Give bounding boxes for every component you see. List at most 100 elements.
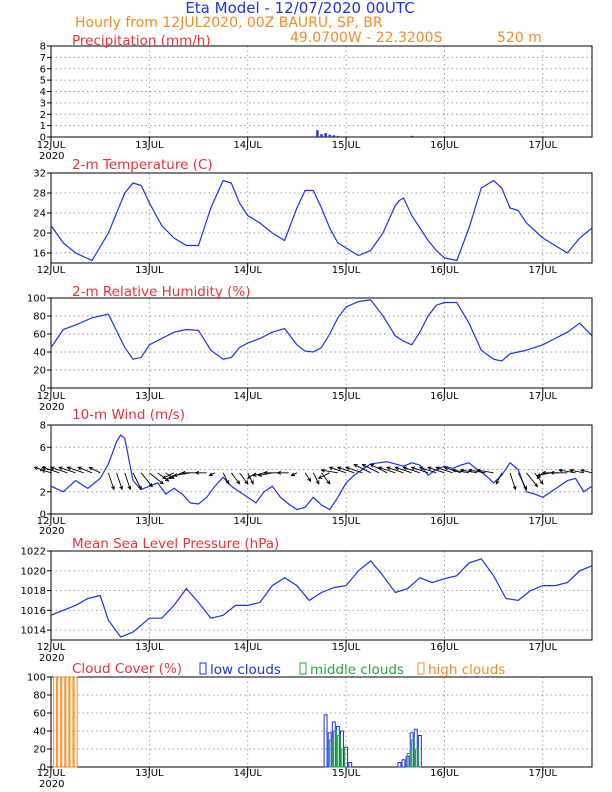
x-tick-label: 17JUL [529, 391, 558, 402]
wind-arrow [172, 472, 191, 478]
wind-arrow-head [459, 468, 465, 473]
panel-title: Mean Sea Level Pressure (hPa) [72, 536, 279, 552]
wind-arrow [427, 466, 445, 474]
precip-bar [316, 130, 319, 137]
wind-arrow [124, 472, 132, 491]
wind-arrow-shaft [42, 466, 60, 474]
plot-frame [50, 297, 593, 389]
wind-arrow-shaft [124, 472, 131, 490]
y-tick-label: 5 [40, 76, 46, 87]
x-tick-label: 14JUL [233, 265, 262, 276]
wind-arrow-shaft [378, 466, 396, 474]
x-tick-label: 14JUL [233, 516, 262, 527]
wind-arrow-shaft [468, 469, 486, 474]
wind-arrow [317, 472, 330, 479]
wind-arrow-shaft [536, 472, 544, 479]
coordinates: 49.0700W - 22.3200S [290, 30, 443, 46]
wind-arrow [345, 466, 363, 474]
x-tick-label: 15JUL [332, 768, 361, 779]
x-tick-label: 14JUL [233, 391, 262, 402]
x-tick-label: 12JUL [37, 391, 66, 402]
wind-arrow-head [41, 466, 47, 471]
wind-arrow-head [361, 464, 366, 468]
wind-arrow-head [33, 466, 39, 471]
cloud-bar-middle [406, 753, 411, 768]
wind-arrow-head [328, 466, 334, 471]
y-tick-label: 1018 [21, 586, 46, 597]
wind-arrow [467, 468, 486, 474]
wind-arrow [435, 466, 453, 474]
wind-arrow-head [410, 466, 416, 471]
wind-arrow-shaft [345, 466, 363, 474]
wind-arrow-head [88, 466, 93, 471]
y-tick-label: 0 [40, 133, 46, 144]
x-tick-label: 15JUL [332, 642, 361, 653]
wind-arrow-shaft [353, 464, 371, 474]
wind-arrow-shaft [559, 469, 576, 474]
wind-arrow-shaft [329, 466, 347, 474]
cloud-bar-low [397, 762, 402, 768]
wind-arrow [534, 472, 544, 485]
wind-arrow-shaft [395, 466, 412, 474]
wind-arrow-shaft [495, 472, 503, 485]
wind-arrow-head [386, 466, 391, 471]
wind-arrow-head [418, 466, 424, 471]
panel-title: Cloud Cover (%) [72, 661, 182, 677]
wind-arrow-head [315, 480, 320, 485]
x-tick-label: 14JUL [233, 642, 262, 653]
cloud-bar-middle [410, 739, 415, 768]
x-tick-label: 13JUL [135, 140, 164, 151]
cloud-bar-high [73, 676, 78, 768]
wind-arrow-shaft [88, 466, 101, 474]
wind-arrow-head [569, 468, 574, 473]
cloud-bar-low [348, 762, 353, 768]
wind-arrow [239, 472, 249, 485]
wind-arrow [149, 472, 164, 485]
wind-arrow-shaft [411, 466, 429, 474]
wind-arrow [328, 466, 347, 474]
wind-arrow-head [476, 468, 481, 473]
wind-arrow-head [369, 464, 375, 468]
wind-arrow-head [119, 485, 123, 491]
wind-arrow-head [512, 485, 517, 491]
y-tick-label: 7 [40, 53, 46, 64]
x-tick-label: 15JUL [332, 265, 361, 276]
model-run-title: Eta Model - 12/07/2020 00UTC [185, 0, 414, 17]
panel-pressure: 1014 1016 1018 1020 1022 12JUL 13JUL 14JUL 15JUL… [21, 536, 593, 664]
wind-arrow-head [262, 470, 268, 475]
x-tick-label: 12JUL [37, 140, 66, 151]
precip-bar [328, 134, 331, 137]
x-tick-label: 14JUL [233, 140, 262, 151]
wind-arrow [257, 472, 273, 477]
wind-arrow [222, 472, 230, 485]
wind-arrow-shaft [427, 466, 445, 474]
wind-arrow [49, 466, 68, 474]
y-tick-label: 0 [40, 384, 46, 395]
x-tick-label: 14JUL [233, 768, 262, 779]
x-tick-label: 13JUL [135, 642, 164, 653]
cloud-bar-middle [337, 735, 342, 768]
x-tick-label: 16JUL [430, 642, 459, 653]
wind-arrow [394, 466, 412, 474]
x-tick-label: 12JUL [37, 265, 66, 276]
wind-arrow-shaft [403, 466, 421, 474]
wind-arrow-head [307, 477, 312, 482]
wind-arrow-shaft [534, 472, 544, 485]
y-tick-label: 20 [33, 229, 46, 240]
wind-arrow-head [208, 472, 213, 477]
wind-arrow-shaft [337, 466, 355, 474]
y-tick-label: 0 [40, 510, 46, 521]
wind-arrow-head [534, 483, 539, 488]
wind-arrow-shaft [239, 472, 249, 485]
x-year-label: 2020 [39, 526, 64, 537]
wind-arrow-shaft [318, 472, 330, 479]
wind-arrow [88, 466, 101, 474]
wind-arrow [495, 472, 503, 485]
y-tick-label: 28 [33, 189, 46, 200]
wind-arrow-head [523, 485, 527, 491]
x-tick-label: 17JUL [529, 642, 558, 653]
y-tick-label: 2 [40, 487, 46, 498]
x-tick-label: 17JUL [529, 516, 558, 527]
legend-swatch-low [199, 662, 207, 675]
